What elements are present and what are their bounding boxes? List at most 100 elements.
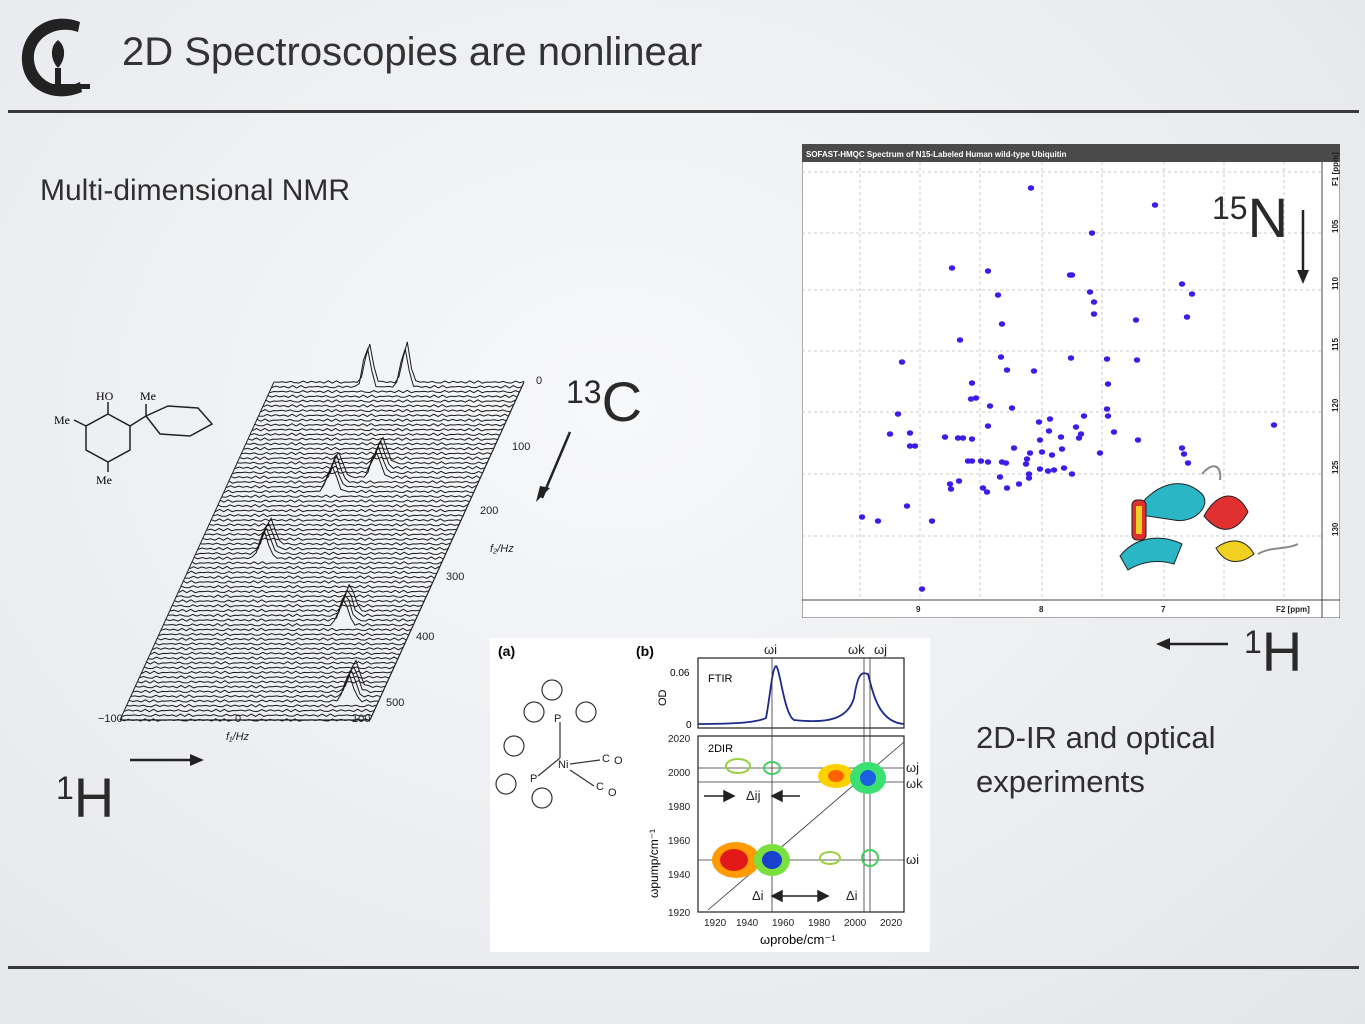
hmqc-peak: [874, 518, 882, 524]
hmqc-peak: [1008, 405, 1016, 411]
hmqc-peak: [968, 436, 976, 442]
hmqc-peak: [1036, 466, 1044, 472]
nmr-heading: Multi-dimensional NMR: [40, 174, 351, 207]
hmqc-peak: [996, 474, 1004, 480]
pump-tick-1920: 1920: [668, 908, 691, 919]
f2-tick-0: 0: [536, 375, 542, 387]
hmqc-peak: [1046, 416, 1054, 422]
hmqc-peak: [1178, 281, 1186, 287]
f2-tick-400: 400: [416, 631, 434, 643]
nmr-trace-line: [180, 584, 431, 589]
o-label-2: O: [608, 787, 617, 799]
pump-tick-1960: 1960: [668, 836, 691, 847]
hmqc-peak: [911, 443, 919, 449]
nmr-trace-line: [245, 442, 496, 446]
nmr-trace-line: [172, 603, 423, 608]
hmqc-peak: [1090, 299, 1098, 305]
pump-tick-2020: 2020: [668, 734, 691, 745]
hmqc-peak: [1010, 445, 1018, 451]
hmqc-peak: [1058, 446, 1066, 452]
hmqc-peak: [1104, 413, 1112, 419]
f1-tick-0: 0: [235, 713, 241, 725]
hmqc-peak: [898, 359, 906, 365]
f2-tick-200: 200: [480, 505, 498, 517]
nmr-trace-line: [132, 666, 384, 694]
hmqc-peak: [1002, 460, 1010, 466]
hmqc-peak: [1072, 424, 1080, 430]
nmr-trace-line: [208, 523, 459, 527]
hmqc-peak: [1183, 314, 1191, 320]
p-label-1: P: [554, 713, 561, 725]
nmr-trace-line: [189, 565, 440, 570]
nmr-trace-line: [193, 530, 444, 560]
hmqc-peak: [984, 268, 992, 274]
delta-ij-label: Δij: [746, 788, 761, 803]
hmqc-peak: [1088, 230, 1096, 236]
ho-label: HO: [96, 389, 114, 403]
nmr-trace-line: [243, 446, 494, 451]
nmr-trace-line: [191, 561, 442, 565]
delta-i-label: Δi: [752, 888, 764, 903]
hmqc-peak: [1188, 291, 1196, 297]
nmr-trace-line: [217, 504, 468, 508]
nmr-trace-line: [167, 589, 418, 618]
nmr-stack-plot: 0 100 200 300 400 500 f₂/Hz −100 0 100 f…: [98, 341, 542, 743]
hmqc-peak: [998, 321, 1006, 327]
probe-tick-1960: 1960: [772, 918, 795, 929]
hmqc-f1-label: F1 [ppm]: [1331, 152, 1340, 186]
ubiquitin-ribbon-icon: [1119, 465, 1299, 571]
hmqc-peak: [1045, 428, 1053, 434]
hmqc-peak: [1132, 317, 1140, 323]
nmr-trace-line: [185, 575, 436, 579]
molecule-structure-nmr: HO Me Me Me: [54, 389, 214, 487]
nitrogen-15-label: 15N: [1212, 186, 1289, 249]
hmqc-peak: [955, 478, 963, 484]
hmqc-peak: [1110, 429, 1118, 435]
hmqc-peak: [994, 292, 1002, 298]
hmqc-peak: [1026, 450, 1034, 456]
hmqc-peak: [948, 265, 956, 271]
hmqc-peak: [858, 514, 866, 520]
hmqc-peak: [1134, 437, 1142, 443]
cornell-logo-icon: [21, 18, 90, 97]
nmr-trace-line: [197, 523, 449, 551]
nmr-trace-line: [221, 494, 473, 498]
nmr-trace-line: [200, 517, 451, 546]
nmr-trace-line: [254, 423, 505, 427]
hmqc-peak: [1025, 475, 1033, 481]
hmqc-peak: [1086, 289, 1094, 295]
hmqc-peak: [1068, 471, 1076, 477]
ftir-label: FTIR: [708, 673, 732, 685]
nmr-trace-line: [141, 670, 392, 675]
twodir-peaks: [712, 758, 886, 878]
hmqc-peak: [1184, 460, 1192, 466]
hmqc-peak: [967, 396, 975, 402]
hmqc-peak: [1151, 202, 1159, 208]
me-label-bottom: Me: [96, 473, 112, 487]
nmr-trace-line: [230, 451, 481, 479]
p-label-2: P: [530, 773, 537, 785]
nmr-trace-line: [249, 432, 501, 437]
hmqc-peak: [1027, 185, 1035, 191]
hmqc-tick-110: 110: [1331, 277, 1340, 290]
hmqc-peak: [928, 518, 936, 524]
hmqc-peak: [954, 435, 962, 441]
bottom-divider: [8, 966, 1359, 969]
nmr-trace-line: [195, 528, 447, 556]
nmr-trace-line: [130, 670, 381, 698]
hmqc-peak: [906, 443, 914, 449]
hmqc-peak: [906, 430, 914, 436]
hmqc-peak: [1044, 468, 1052, 474]
nmr-trace-line: [206, 527, 457, 532]
omega-i-right: ωi: [906, 852, 919, 867]
omega-k-top: ωk: [848, 642, 865, 657]
hmqc-peak: [1030, 368, 1038, 374]
nmr-trace-line: [226, 458, 477, 489]
nmr-trace-line: [137, 680, 388, 684]
nmr-trace-line: [256, 418, 507, 422]
hmqc-peak: [1036, 437, 1044, 443]
nmr-trace-line: [128, 673, 379, 703]
hmqc-peak: [1178, 445, 1186, 451]
nmr-trace-line: [252, 427, 503, 432]
nmr-trace-line: [269, 389, 520, 394]
